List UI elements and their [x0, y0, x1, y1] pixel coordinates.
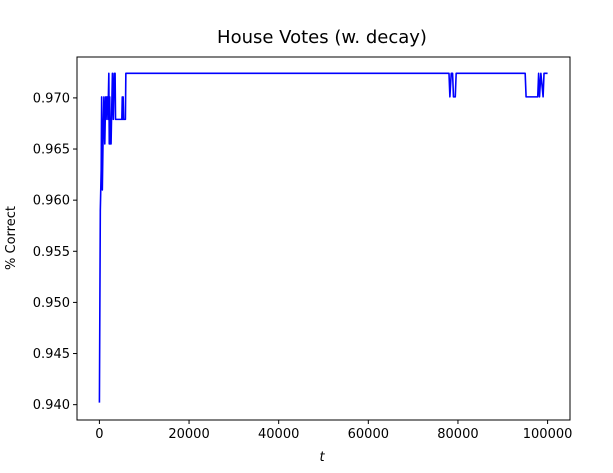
- x-tick-label: 60000: [348, 427, 389, 442]
- x-tick-label: 80000: [437, 427, 478, 442]
- y-tick-label: 0.970: [33, 91, 70, 106]
- y-axis-label: % Correct: [4, 206, 19, 270]
- x-tick-label: 20000: [168, 427, 209, 442]
- x-axis: 0 20000 40000 60000 80000 100000: [95, 420, 572, 442]
- y-tick-label: 0.940: [33, 398, 70, 413]
- chart-title: House Votes (w. decay): [217, 27, 427, 48]
- y-tick-label: 0.965: [33, 143, 70, 158]
- y-axis: 0.940 0.945 0.950 0.955 0.960 0.965 0.970: [33, 91, 77, 413]
- axes-frame: [76, 56, 571, 421]
- series-line-1: [98, 72, 548, 403]
- plot-area: [98, 72, 548, 403]
- x-tick-label: 0: [95, 427, 103, 442]
- x-axis-label: t: [319, 450, 325, 465]
- y-tick-label: 0.955: [33, 245, 70, 260]
- y-tick-label: 0.950: [33, 296, 70, 311]
- y-tick-label: 0.960: [33, 194, 70, 209]
- x-tick-label: 40000: [258, 427, 299, 442]
- y-tick-label: 0.945: [33, 347, 70, 362]
- x-tick-label: 100000: [523, 427, 573, 442]
